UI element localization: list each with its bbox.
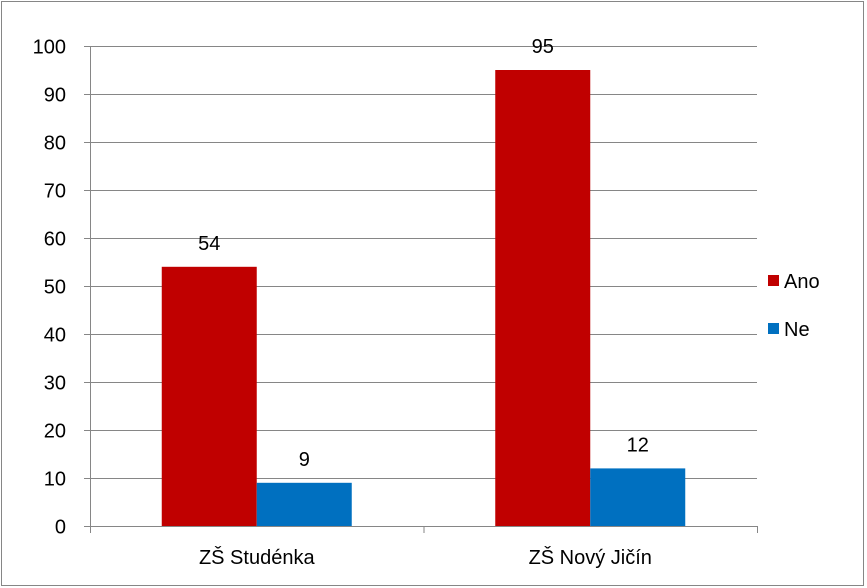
- bars: [161, 70, 686, 526]
- data-label: 12: [627, 434, 649, 456]
- axes: [84, 46, 758, 533]
- y-tick-label: 20: [44, 421, 66, 443]
- category-labels: ZŠ Studénka ZŠ Nový Jičín: [199, 546, 652, 569]
- y-tick-label: 50: [44, 277, 66, 299]
- legend-swatch-ano: [768, 275, 779, 286]
- bar-ne-2: [590, 468, 686, 526]
- bar-ne-1: [256, 482, 352, 526]
- y-tick-label: 30: [44, 373, 66, 395]
- legend-swatch-ne: [768, 323, 779, 334]
- y-tick-label: 100: [33, 37, 66, 59]
- y-tick-label: 0: [55, 517, 66, 539]
- bar-ano-2: [495, 70, 591, 526]
- y-tick-label: 10: [44, 469, 66, 491]
- y-tick-label: 90: [44, 85, 66, 107]
- bar-ano-1: [161, 266, 257, 526]
- legend: Ano Ne: [768, 271, 820, 341]
- y-tick-label: 80: [44, 133, 66, 155]
- data-label: 54: [198, 233, 220, 255]
- x-category-label: ZŠ Studénka: [199, 546, 316, 569]
- legend-label-ano: Ano: [784, 271, 820, 293]
- data-labels: 54 9 95 12: [198, 36, 649, 471]
- data-label: 9: [299, 449, 310, 471]
- y-tick-label: 40: [44, 325, 66, 347]
- x-category-label: ZŠ Nový Jičín: [529, 546, 652, 569]
- data-label: 95: [532, 36, 554, 58]
- y-tick-label: 70: [44, 181, 66, 203]
- y-tick-label: 60: [44, 229, 66, 251]
- legend-label-ne: Ne: [784, 319, 810, 341]
- y-axis-tick-labels: 0 10 20 30 40 50 60 70 80 90 100: [33, 37, 66, 539]
